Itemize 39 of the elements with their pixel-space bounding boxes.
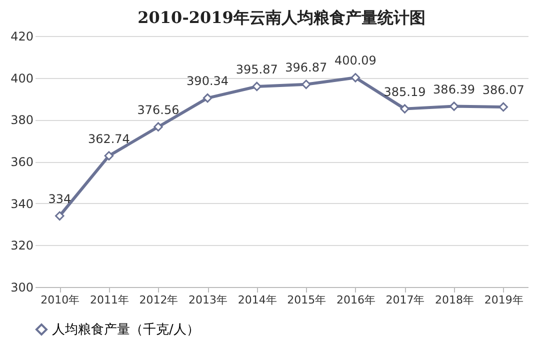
- point: [400, 104, 410, 114]
- y-tick-label: 400: [10, 71, 34, 86]
- data-label: 390.34: [186, 74, 229, 88]
- x-tick-label: 2013年: [188, 294, 228, 306]
- y-tick-label: 380: [10, 113, 34, 128]
- y-tick-label: 300: [10, 280, 34, 294]
- data-label: 362.74: [88, 132, 130, 146]
- x-tick-label: 2018年: [435, 294, 474, 306]
- point: [55, 211, 64, 221]
- data-label: 376.56: [137, 102, 180, 117]
- x-tick-label: 2014年: [238, 294, 277, 306]
- data-label: 396.87: [285, 60, 328, 74]
- x-tick-label: 2012年: [139, 294, 178, 306]
- data-label: 386.39: [433, 82, 476, 96]
- x-tick-label: 2017年: [386, 294, 425, 306]
- point: [498, 102, 508, 112]
- point: [252, 82, 262, 92]
- y-tick-label: 420: [10, 30, 34, 44]
- data-label: 334: [48, 192, 72, 206]
- data-label: 395.87: [236, 62, 278, 76]
- data-label: 386.07: [482, 82, 524, 97]
- x-tick-label: 2015年: [287, 294, 326, 306]
- point: [350, 73, 360, 82]
- y-tick-label: 360: [10, 155, 34, 169]
- x-tick-label: 2016年: [336, 294, 376, 306]
- chart-title: 2010-2019年云南人均粮食产量统计图: [138, 8, 426, 27]
- data-label: 385.19: [384, 84, 426, 99]
- y-tick-label: 320: [10, 238, 34, 253]
- x-tick-label: 2010年: [40, 294, 80, 306]
- point: [302, 80, 311, 90]
- point: [104, 151, 114, 160]
- data-label: 400.09: [334, 54, 376, 68]
- point: [449, 102, 459, 111]
- legend-label: 人均粮食产量（千克/人）: [52, 322, 200, 338]
- point: [154, 122, 163, 132]
- x-tick-label: 2011年: [90, 294, 129, 306]
- y-tick-label: 340: [10, 196, 34, 211]
- x-tick-label: 2019年: [484, 294, 524, 306]
- point: [202, 93, 212, 103]
